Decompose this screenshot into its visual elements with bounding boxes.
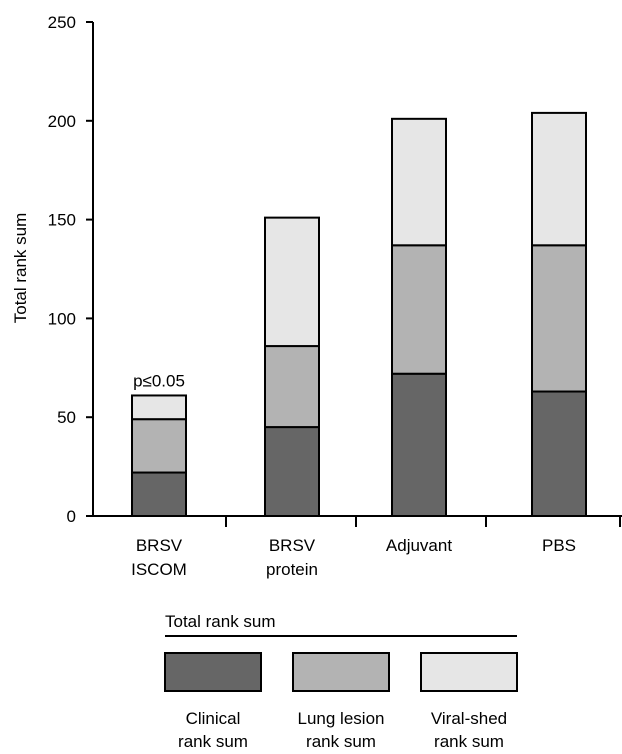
y-tick-label: 250 xyxy=(48,13,76,32)
legend-label: Clinical xyxy=(186,709,241,728)
x-category-label: PBS xyxy=(542,536,576,555)
x-category-label: Adjuvant xyxy=(386,536,452,555)
bar-segment xyxy=(131,418,187,474)
legend-title: Total rank sum xyxy=(165,612,276,631)
bar-segment xyxy=(264,426,320,517)
bar-segment xyxy=(131,394,187,421)
x-category-label: BRSV xyxy=(269,536,316,555)
bar-segment xyxy=(391,117,447,247)
y-tick-label: 50 xyxy=(57,408,76,427)
significance-annotation: p≤0.05 xyxy=(133,371,185,390)
legend-swatch xyxy=(164,652,262,692)
x-category-label: ISCOM xyxy=(131,560,187,579)
y-axis: 0 50 100 150 200 250 xyxy=(48,13,94,526)
x-category-label: BRSV xyxy=(136,536,183,555)
annotations: p≤0.05 xyxy=(133,371,185,390)
bar-segment xyxy=(531,244,587,393)
x-category-label: protein xyxy=(266,560,318,579)
bar-segment xyxy=(391,372,447,517)
bar-segment xyxy=(531,111,587,247)
y-tick-label: 200 xyxy=(48,112,76,131)
legend-label: Viral-shed xyxy=(431,709,507,728)
bars xyxy=(131,111,587,518)
y-tick-label: 0 xyxy=(67,507,76,526)
legend: Total rank sum Clinical rank sum Lung lesio… xyxy=(164,612,518,751)
y-axis-title: Total rank sum xyxy=(11,213,30,324)
bar-segment xyxy=(391,244,447,375)
y-tick-label: 150 xyxy=(48,211,76,230)
legend-swatch xyxy=(292,652,390,692)
legend-label: rank sum xyxy=(306,732,376,751)
legend-label: rank sum xyxy=(434,732,504,751)
bar-segment xyxy=(264,345,320,429)
x-axis: BRSV ISCOM BRSV protein Adjuvant PBS xyxy=(93,515,622,579)
legend-label: Lung lesion xyxy=(298,709,385,728)
bar-segment xyxy=(531,390,587,517)
bar-segment xyxy=(264,216,320,348)
legend-swatch xyxy=(420,652,518,692)
bar-segment xyxy=(131,471,187,518)
y-tick-label: 100 xyxy=(48,309,76,328)
legend-label: rank sum xyxy=(178,732,248,751)
